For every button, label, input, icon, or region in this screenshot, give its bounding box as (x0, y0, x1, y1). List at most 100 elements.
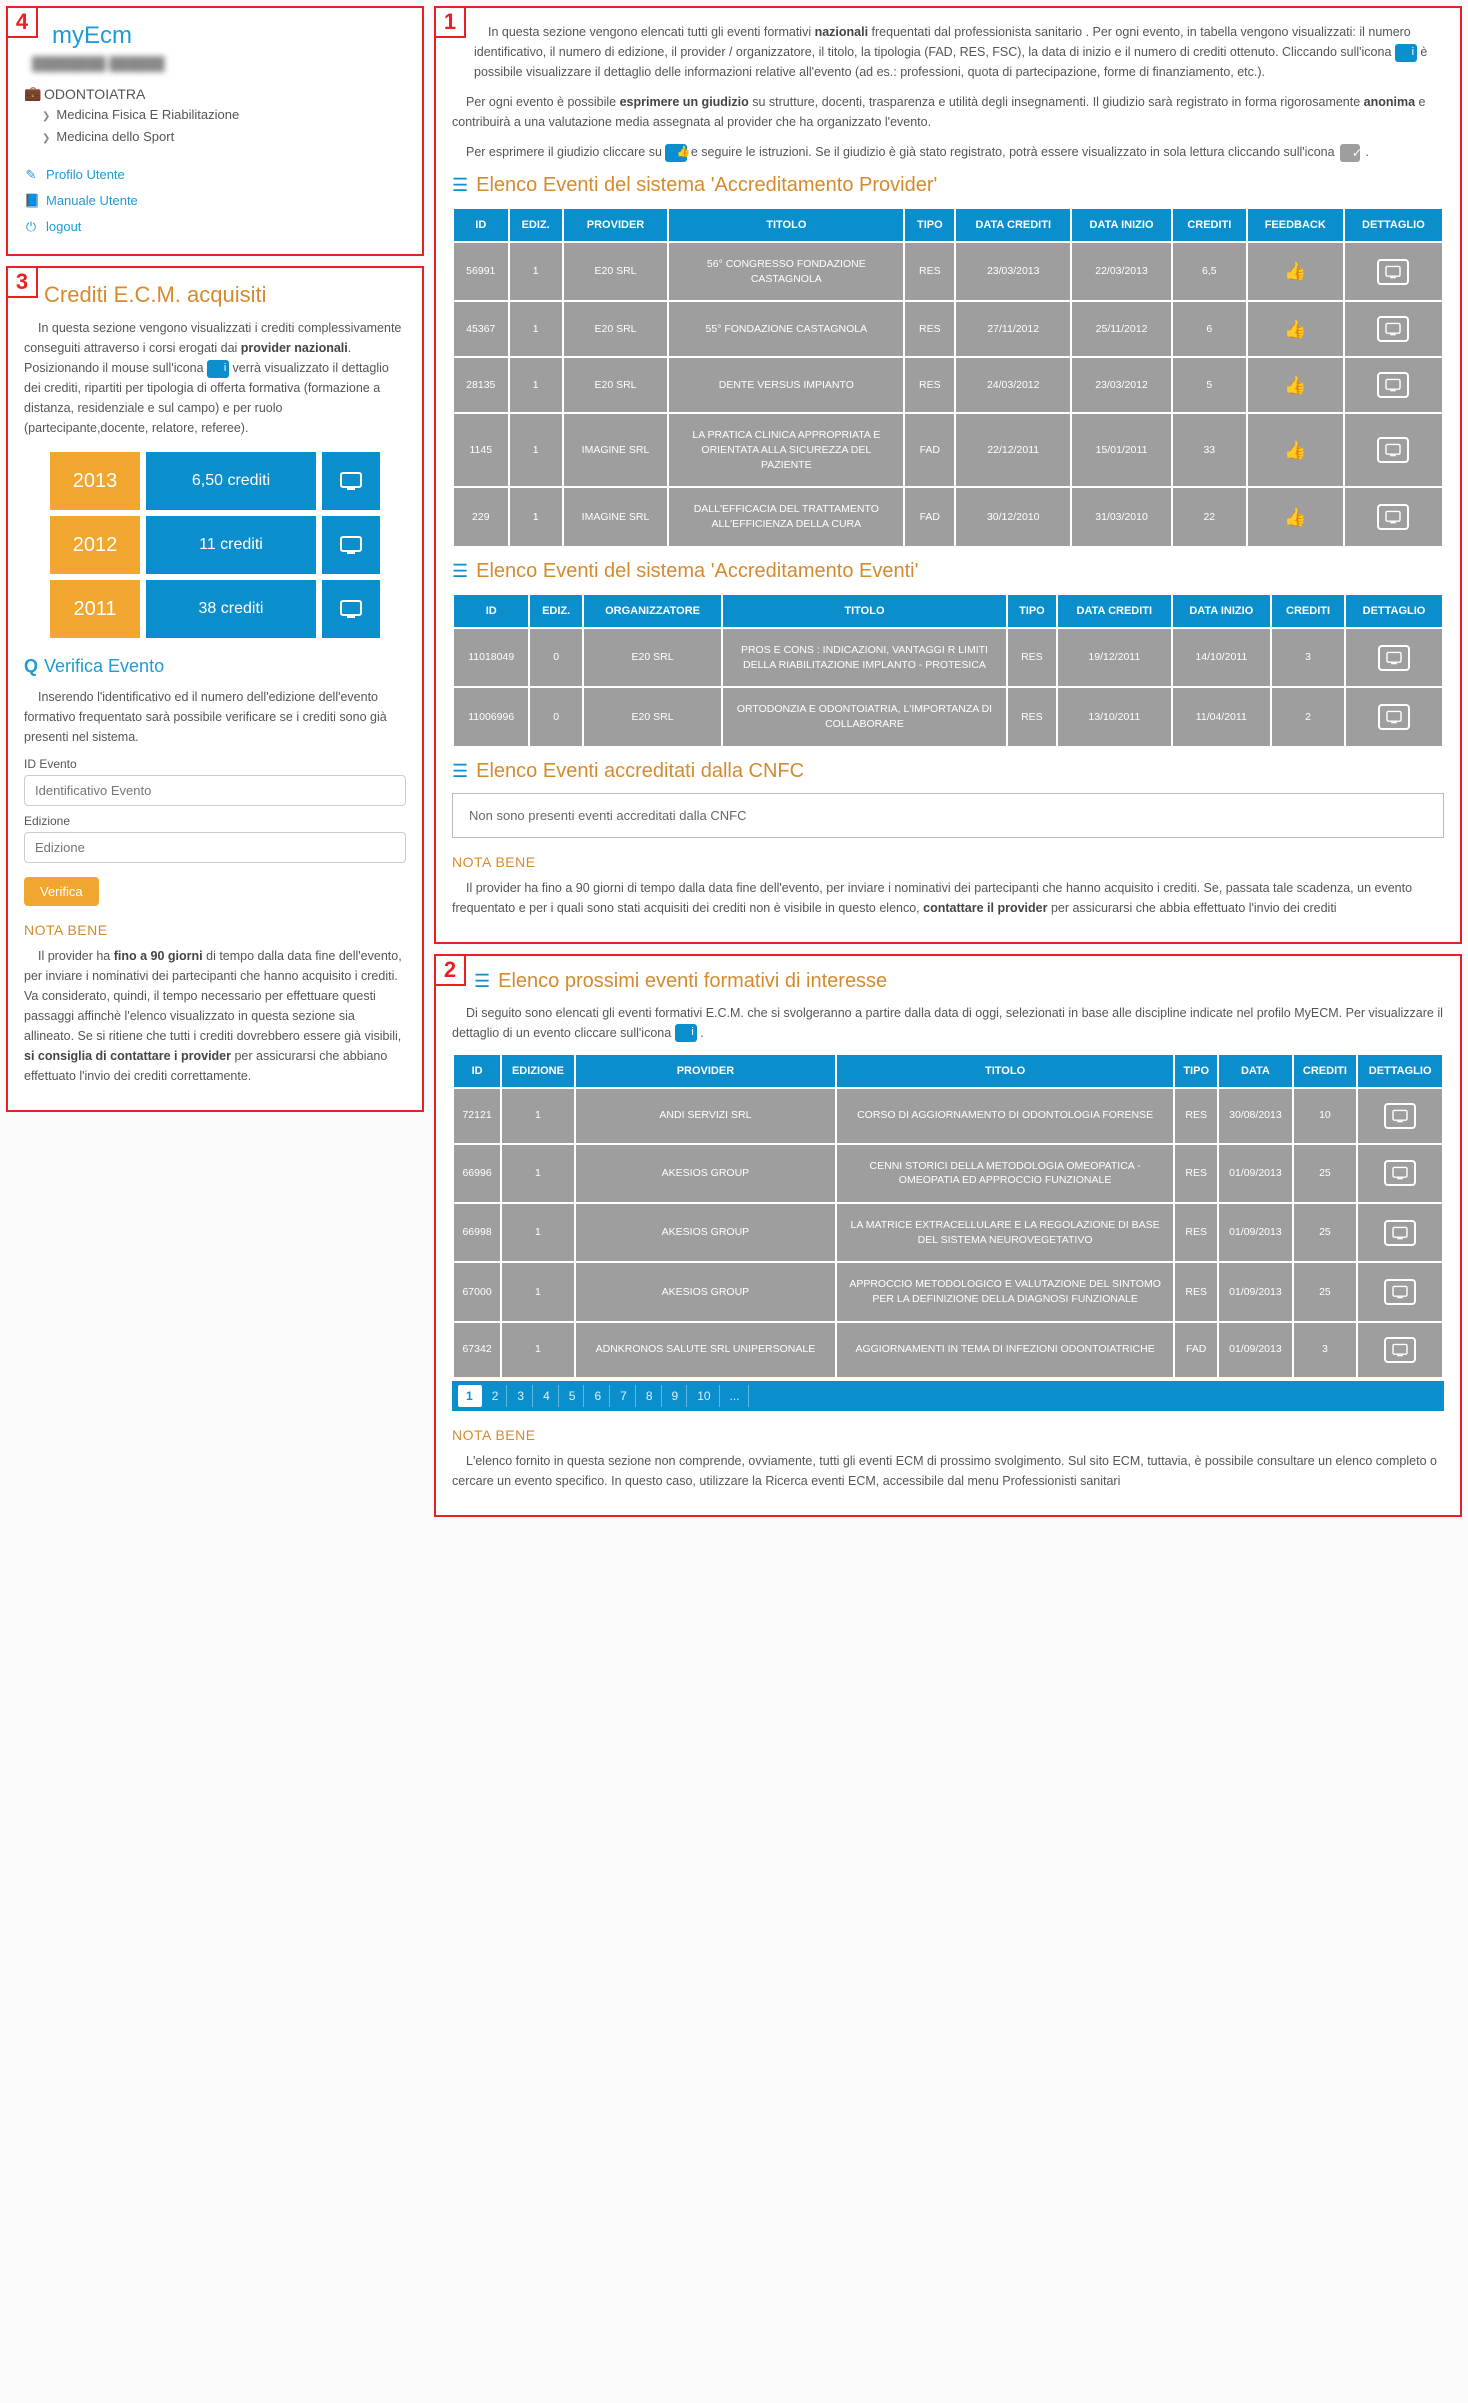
panel-badge-1: 1 (434, 6, 466, 38)
cell-ed: 0 (530, 688, 582, 745)
nota-bene-text: Il provider ha fino a 90 giorni di tempo… (24, 946, 406, 1086)
page-link[interactable]: 2 (484, 1385, 508, 1407)
credits-year: 2011 (50, 580, 140, 638)
page-link[interactable]: 10 (689, 1385, 719, 1407)
specialization-2[interactable]: Medicina dello Sport (42, 126, 406, 148)
credits-detail-button[interactable] (322, 580, 380, 638)
detail-button[interactable] (1345, 358, 1442, 412)
cell-data-crediti: 22/12/2011 (956, 414, 1070, 486)
cell-data: 30/08/2013 (1219, 1089, 1291, 1143)
cell-crediti: 6,5 (1173, 243, 1246, 300)
cell-data: 01/09/2013 (1219, 1263, 1291, 1320)
cell-crediti: 3 (1272, 629, 1344, 686)
cell-data: 01/09/2013 (1219, 1145, 1291, 1202)
feedback-button[interactable]: 👍 (1248, 302, 1343, 356)
info-icon: i (207, 360, 229, 378)
col-header: ID (454, 595, 528, 627)
cell-data-inizio: 11/04/2011 (1173, 688, 1271, 745)
cell-title: DENTE VERSUS IMPIANTO (669, 358, 903, 412)
detail-button[interactable] (1345, 302, 1442, 356)
cell-title: ORTODONZIA E ODONTOIATRIA, L'IMPORTANZA … (723, 688, 1006, 745)
col-header: EDIZ. (530, 595, 582, 627)
page-link[interactable]: 8 (638, 1385, 662, 1407)
cell-id: 28135 (454, 358, 508, 412)
cell-data-inizio: 14/10/2011 (1173, 629, 1271, 686)
detail-button[interactable] (1358, 1089, 1442, 1143)
edizione-input[interactable] (24, 832, 406, 863)
page-link[interactable]: 6 (586, 1385, 610, 1407)
upcoming-panel: 2 ☰Elenco prossimi eventi formativi di i… (434, 954, 1462, 1517)
events-intro-3: Per esprimere il giudizio cliccare su 👍 … (452, 142, 1444, 162)
feedback-button[interactable]: 👍 (1248, 358, 1343, 412)
table-row: 229 1 IMAGINE SRL DALL'EFFICACIA DEL TRA… (454, 488, 1442, 545)
cell-title: PROS E CONS : INDICAZIONI, VANTAGGI R LI… (723, 629, 1006, 686)
credits-row: 2012 11 crediti (50, 516, 380, 574)
page-link[interactable]: 5 (561, 1385, 585, 1407)
specialization-1[interactable]: Medicina Fisica E Riabilitazione (42, 104, 406, 126)
detail-button[interactable] (1345, 488, 1442, 545)
cell-crediti: 10 (1294, 1089, 1357, 1143)
col-header: CREDITI (1173, 209, 1246, 241)
link-manual[interactable]: 📘Manuale Utente (24, 188, 406, 214)
credits-detail-button[interactable] (322, 452, 380, 510)
cell-crediti: 22 (1173, 488, 1246, 545)
link-profile[interactable]: ✎Profilo Utente (24, 162, 406, 188)
cell-tipo: RES (1175, 1089, 1217, 1143)
cnfc-empty: Non sono presenti eventi accreditati dal… (452, 793, 1444, 838)
detail-button[interactable] (1358, 1263, 1442, 1320)
detail-button[interactable] (1346, 629, 1442, 686)
credits-value: 6,50 crediti (146, 452, 316, 510)
page-link[interactable]: 7 (612, 1385, 636, 1407)
page-link[interactable]: ... (722, 1385, 749, 1407)
link-logout[interactable]: ⏻logout (24, 214, 406, 240)
table-row: 28135 1 E20 SRL DENTE VERSUS IMPIANTO RE… (454, 358, 1442, 412)
events-nota-text: Il provider ha fino a 90 giorni di tempo… (452, 878, 1444, 918)
page-link[interactable]: 1 (458, 1385, 482, 1407)
page-link[interactable]: 4 (535, 1385, 559, 1407)
cell-id: 67342 (454, 1323, 500, 1377)
cell-data: 01/09/2013 (1219, 1323, 1291, 1377)
detail-button[interactable] (1345, 243, 1442, 300)
col-header: DATA INIZIO (1072, 209, 1171, 241)
cell-tipo: RES (905, 243, 954, 300)
col-header: PROVIDER (576, 1055, 835, 1087)
col-header: ID (454, 209, 508, 241)
cell-title: AGGIORNAMENTI IN TEMA DI INFEZIONI ODONT… (837, 1323, 1173, 1377)
feedback-button[interactable]: 👍 (1248, 488, 1343, 545)
col-header: DETTAGLIO (1358, 1055, 1442, 1087)
credits-year: 2012 (50, 516, 140, 574)
id-evento-label: ID Evento (24, 757, 406, 771)
briefcase-icon: 💼 (24, 85, 38, 102)
col-header: CREDITI (1272, 595, 1344, 627)
upcoming-intro: Di seguito sono elencati gli eventi form… (452, 1003, 1444, 1043)
detail-button[interactable] (1346, 688, 1442, 745)
page-link[interactable]: 9 (664, 1385, 688, 1407)
cell-provider: AKESIOS GROUP (576, 1145, 835, 1202)
detail-button[interactable] (1358, 1323, 1442, 1377)
events-table-provider: IDEDIZ.PROVIDERTITOLOTIPODATA CREDITIDAT… (452, 207, 1444, 548)
cell-crediti: 3 (1294, 1323, 1357, 1377)
feedback-button[interactable]: 👍 (1248, 414, 1343, 486)
cell-provider: IMAGINE SRL (564, 414, 668, 486)
id-evento-input[interactable] (24, 775, 406, 806)
cell-tipo: RES (1008, 629, 1056, 686)
table-row: 66996 1 AKESIOS GROUP CENNI STORICI DELL… (454, 1145, 1442, 1202)
cell-id: 72121 (454, 1089, 500, 1143)
panel-badge-2: 2 (434, 954, 466, 986)
cell-crediti: 33 (1173, 414, 1246, 486)
detail-button[interactable] (1358, 1145, 1442, 1202)
verify-button[interactable]: Verifica (24, 877, 99, 906)
feedback-button[interactable]: 👍 (1248, 243, 1343, 300)
col-header: TITOLO (837, 1055, 1173, 1087)
page-link[interactable]: 3 (509, 1385, 533, 1407)
edizione-label: Edizione (24, 814, 406, 828)
table-row: 56991 1 E20 SRL 56° CONGRESSO FONDAZIONE… (454, 243, 1442, 300)
cell-id: 229 (454, 488, 508, 545)
detail-button[interactable] (1345, 414, 1442, 486)
col-header: DATA CREDITI (1058, 595, 1170, 627)
credits-detail-button[interactable] (322, 516, 380, 574)
power-icon: ⏻ (24, 214, 38, 240)
cell-ed: 1 (510, 488, 562, 545)
detail-button[interactable] (1358, 1204, 1442, 1261)
panel-badge-4: 4 (6, 6, 38, 38)
